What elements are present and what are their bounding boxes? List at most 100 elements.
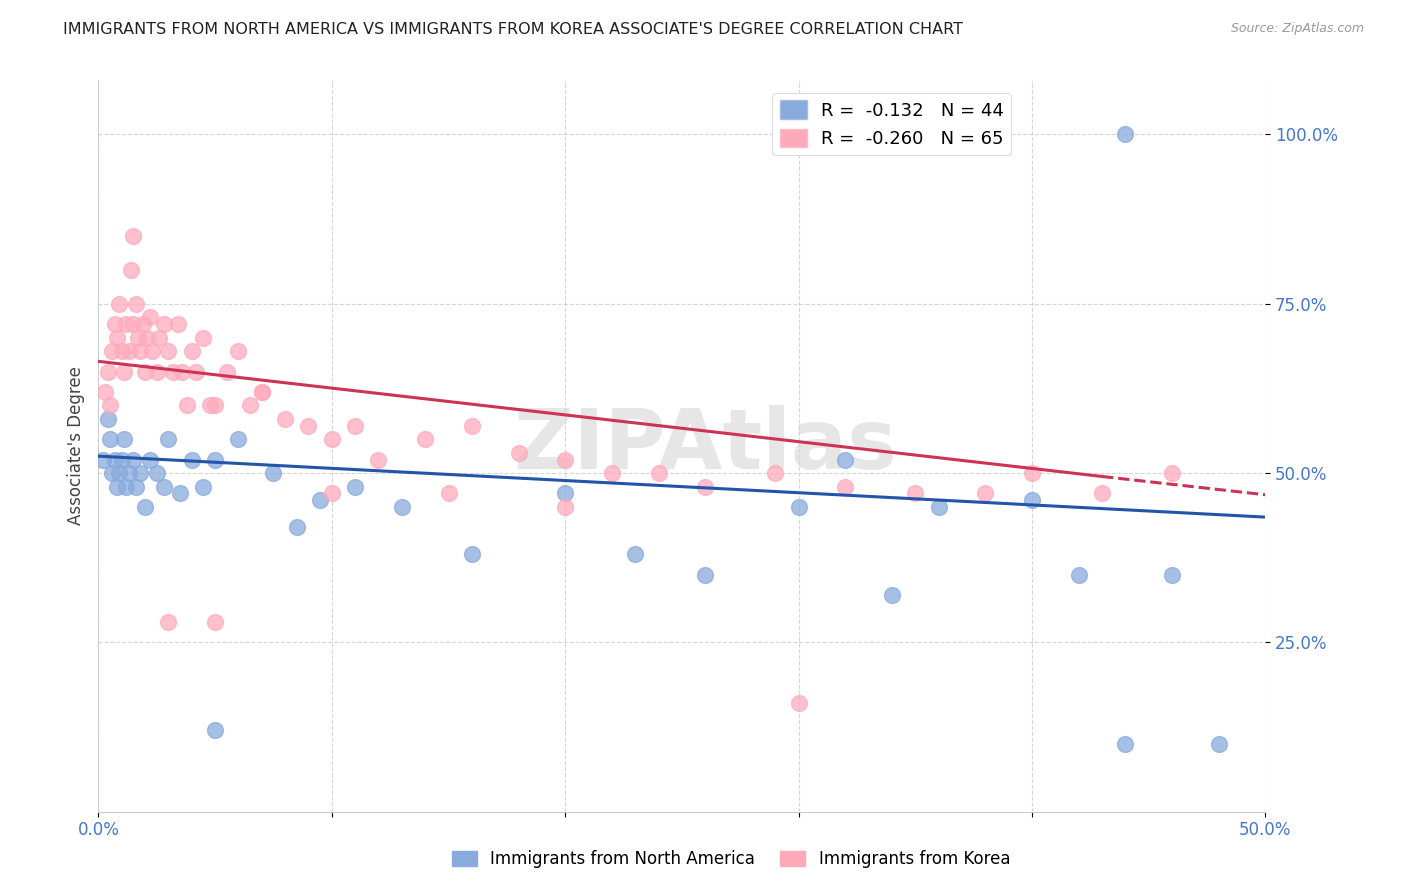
- Point: [94, 384, 117, 399]
- Point: [105, 480, 128, 494]
- Point: [162, 364, 184, 378]
- Point: [413, 432, 436, 446]
- Point: [204, 723, 226, 738]
- Point: [127, 331, 149, 345]
- Point: [122, 317, 145, 331]
- Point: [1161, 567, 1184, 582]
- Point: [228, 344, 250, 359]
- Point: [125, 480, 148, 494]
- Point: [141, 344, 163, 359]
- Point: [554, 486, 576, 500]
- Point: [134, 364, 156, 378]
- Point: [180, 452, 202, 467]
- Point: [1114, 737, 1136, 751]
- Point: [367, 452, 389, 467]
- Point: [974, 486, 997, 500]
- Point: [101, 344, 124, 359]
- Point: [1161, 466, 1184, 480]
- Point: [193, 480, 215, 494]
- Point: [274, 412, 297, 426]
- Point: [115, 317, 138, 331]
- Point: [105, 331, 128, 345]
- Point: [166, 317, 188, 331]
- Point: [228, 432, 250, 446]
- Point: [554, 452, 576, 467]
- Point: [787, 500, 810, 514]
- Point: [139, 452, 162, 467]
- Point: [132, 317, 155, 331]
- Legend: R =  -0.132   N = 44, R =  -0.260   N = 65: R = -0.132 N = 44, R = -0.260 N = 65: [772, 93, 1011, 155]
- Text: ZIPAtlas: ZIPAtlas: [513, 406, 897, 486]
- Point: [695, 567, 717, 582]
- Point: [600, 466, 623, 480]
- Point: [176, 398, 198, 412]
- Point: [111, 452, 134, 467]
- Point: [122, 452, 145, 467]
- Legend: Immigrants from North America, Immigrants from Korea: Immigrants from North America, Immigrant…: [446, 844, 1017, 875]
- Point: [904, 486, 927, 500]
- Point: [180, 344, 202, 359]
- Point: [285, 520, 308, 534]
- Point: [200, 398, 222, 412]
- Point: [1021, 493, 1043, 508]
- Point: [157, 615, 180, 629]
- Point: [112, 432, 135, 446]
- Point: [91, 452, 114, 467]
- Point: [152, 317, 174, 331]
- Point: [250, 384, 273, 399]
- Point: [250, 384, 273, 399]
- Point: [129, 344, 152, 359]
- Point: [136, 331, 159, 345]
- Point: [461, 547, 484, 561]
- Point: [763, 466, 786, 480]
- Point: [787, 697, 810, 711]
- Point: [98, 432, 121, 446]
- Point: [321, 432, 343, 446]
- Point: [624, 547, 647, 561]
- Point: [118, 344, 141, 359]
- Y-axis label: Associate's Degree: Associate's Degree: [66, 367, 84, 525]
- Point: [262, 466, 284, 480]
- Point: [880, 588, 903, 602]
- Point: [1208, 737, 1230, 751]
- Point: [834, 452, 856, 467]
- Point: [122, 229, 145, 244]
- Point: [344, 418, 367, 433]
- Point: [118, 466, 141, 480]
- Point: [104, 452, 127, 467]
- Point: [108, 297, 131, 311]
- Point: [239, 398, 262, 412]
- Point: [108, 466, 131, 480]
- Point: [1091, 486, 1114, 500]
- Point: [204, 615, 226, 629]
- Point: [461, 418, 484, 433]
- Point: [928, 500, 950, 514]
- Point: [169, 486, 191, 500]
- Point: [120, 263, 142, 277]
- Point: [157, 344, 180, 359]
- Point: [125, 297, 148, 311]
- Point: [134, 500, 156, 514]
- Point: [146, 466, 169, 480]
- Point: [297, 418, 319, 433]
- Point: [647, 466, 669, 480]
- Point: [554, 500, 576, 514]
- Point: [437, 486, 460, 500]
- Point: [186, 364, 208, 378]
- Point: [115, 480, 138, 494]
- Point: [508, 446, 530, 460]
- Point: [148, 331, 170, 345]
- Point: [129, 466, 152, 480]
- Point: [204, 452, 226, 467]
- Point: [215, 364, 238, 378]
- Point: [193, 331, 215, 345]
- Point: [101, 466, 124, 480]
- Point: [172, 364, 194, 378]
- Point: [1067, 567, 1090, 582]
- Point: [1114, 128, 1136, 142]
- Point: [157, 432, 180, 446]
- Point: [98, 398, 121, 412]
- Point: [97, 364, 120, 378]
- Point: [97, 412, 120, 426]
- Point: [695, 480, 717, 494]
